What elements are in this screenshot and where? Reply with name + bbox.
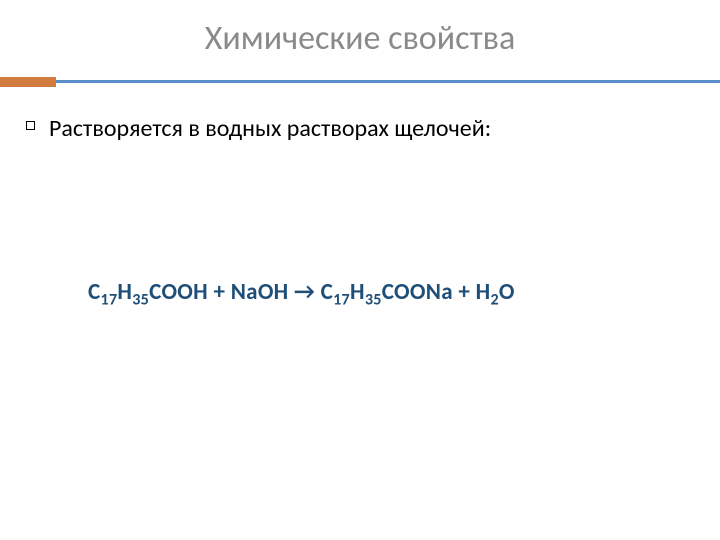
slide-content: Растворяется в водных растворах щелочей:… <box>0 87 720 306</box>
divider-accent <box>0 77 56 87</box>
title-divider <box>0 77 720 87</box>
slide-title: Химические свойства <box>0 0 720 69</box>
chemical-equation: C17H35COOH + NaOH → C17H35COONa + H2O <box>88 278 682 306</box>
divider-line <box>56 80 720 83</box>
bullet-text: Растворяется в водных растворах щелочей: <box>49 113 491 144</box>
bullet-item: Растворяется в водных растворах щелочей: <box>52 113 682 144</box>
bullet-marker <box>26 121 35 130</box>
